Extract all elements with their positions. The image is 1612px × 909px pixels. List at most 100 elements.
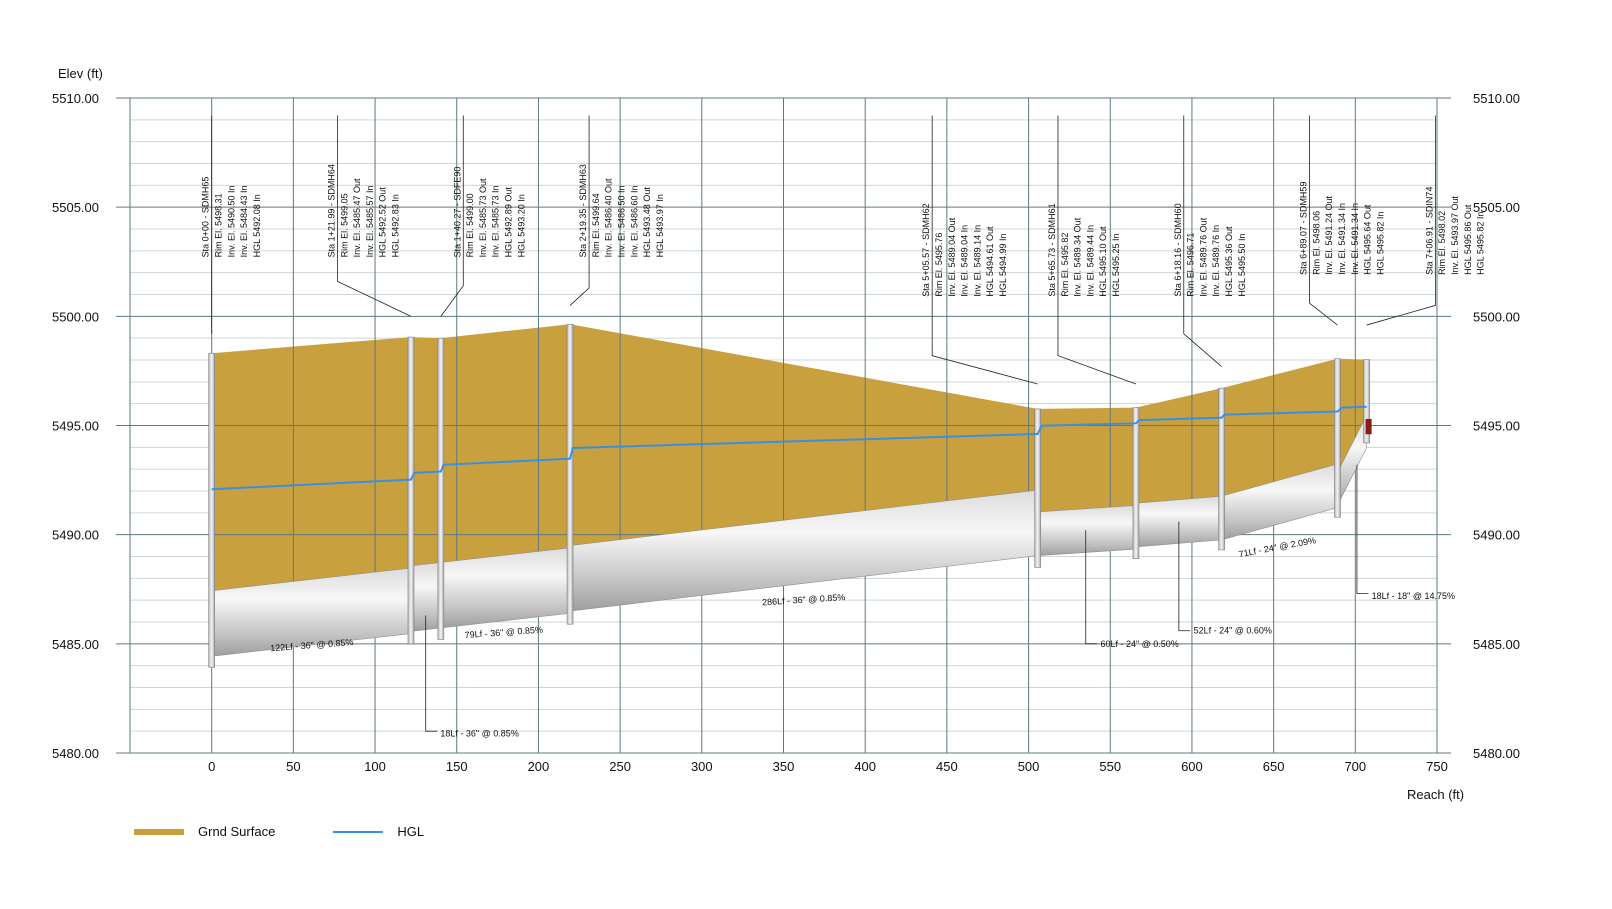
pipes-layer (211, 415, 1367, 657)
manhole-structure (407, 336, 415, 645)
pipe-label: 79Lf - 36" @ 0.85% (464, 625, 543, 640)
structure-annotation-line: Inv. El. 5489.44 In (1085, 225, 1095, 297)
structure-annotation-line: Rim El. 5498.06 (1311, 211, 1321, 275)
structure-annotation-line: Inv. El. 5484.43 In (239, 185, 249, 257)
y-tick-label-right: 5490.00 (1473, 528, 1520, 543)
structure-leader (1057, 115, 1137, 385)
y-tick-label-left: 5505.00 (52, 200, 99, 215)
y-tick-label-right: 5500.00 (1473, 309, 1520, 324)
legend-item-hgl: HGL (333, 824, 424, 839)
structure-annotation-line: Sta 1+40.27 - SDFE90 (452, 167, 462, 258)
structure-annotation-line: HGL 5492.83 In (390, 194, 400, 257)
structure-annotation-line: HGL 5494.61 Out (985, 226, 995, 297)
x-tick-label: 350 (773, 759, 795, 774)
structure-annotation-line: HGL 5495.86 Out (1463, 204, 1473, 275)
structure-annotation-line: Sta 5+05.57 - SDMH62 (921, 203, 931, 296)
structure-leader (931, 115, 1038, 385)
structure-annotation-line: Sta 6+18.16 - SDMH60 (1173, 203, 1183, 296)
structure-annotation-line: Inv. El. 5491.34 In (1350, 203, 1360, 275)
structure-annotation-line: HGL 5493.48 Out (642, 187, 652, 258)
structure-leader (569, 115, 590, 306)
x-tick-label: 50 (286, 759, 300, 774)
structure-annotation-line: Inv. El. 5491.24 Out (1324, 195, 1334, 274)
pipe-segment (1037, 505, 1137, 556)
x-tick-label: 250 (609, 759, 631, 774)
pipe-label-leader (1085, 530, 1098, 645)
pipe-label-leader (425, 615, 438, 732)
structure-leader (1183, 115, 1222, 367)
hgl-line (211, 405, 1367, 491)
legend-item-ground: Grnd Surface (134, 824, 275, 839)
x-tick-label: 500 (1018, 759, 1040, 774)
legend-swatch-ground (134, 828, 184, 835)
legend: Grnd Surface HGL (134, 824, 482, 839)
structure-leader (1366, 115, 1436, 326)
ground-surface-area (211, 324, 1367, 591)
structure-annotation-line: HGL 5492.52 Out (378, 187, 388, 258)
structure-annotation-line: Inv. El. 5486.50 In (616, 185, 626, 257)
structure-annotation-line: HGL 5495.82 In (1476, 212, 1486, 275)
structure-annotation-line: Inv. El. 5490.50 In (226, 185, 236, 257)
structure-annotation-line: Sta 7+06.91 - SDIN74 (1424, 187, 1434, 275)
structure-leader (440, 115, 464, 317)
structure-annotation-line: Inv. El. 5489.04 In (960, 225, 970, 297)
pipe-label-leader (1356, 464, 1369, 595)
x-tick-label: 700 (1344, 759, 1366, 774)
structure-annotation-line: Inv. El. 5485.47 Out (352, 178, 362, 257)
y-tick-label-right: 5510.00 (1473, 91, 1520, 106)
x-tick-label: 300 (691, 759, 713, 774)
manhole-structure (1363, 359, 1370, 444)
structure-annotation-line: Inv. El. 5485.73 Out (478, 178, 488, 257)
x-tick-label: 600 (1181, 759, 1203, 774)
y-tick-label-left: 5510.00 (52, 91, 99, 106)
structures-layer (208, 323, 1372, 668)
structure-annotation-line: Inv. El. 5493.97 Out (1450, 195, 1460, 274)
y-tick-label-right: 5485.00 (1473, 637, 1520, 652)
y-tick-label-left: 5490.00 (52, 528, 99, 543)
structure-annotation-line: Sta 2+19.35 - SDMH63 (578, 164, 588, 257)
y-tick-label-right: 5495.00 (1473, 419, 1520, 434)
ground-surface-layer (211, 324, 1367, 591)
y-tick-label-right: 5505.00 (1473, 200, 1520, 215)
x-tick-label: 200 (528, 759, 550, 774)
structure-annotation-line: Rim El. 5499.64 (591, 193, 601, 257)
structure-annotation-line: HGL 5495.10 Out (1098, 226, 1108, 297)
structure-annotation-line: HGL 5492.08 In (252, 194, 262, 257)
structure-leader (337, 115, 412, 317)
manhole-structure (1334, 358, 1341, 518)
structure-leader (1309, 115, 1338, 326)
structure-annotation-line: Inv. El. 5489.76 In (1211, 225, 1221, 297)
x-tick-label: 450 (936, 759, 958, 774)
pipe-label: 71Lf - 24" @ 2.09% (1238, 535, 1317, 559)
x-tick-label: 550 (1099, 759, 1121, 774)
structure-annotation-line: HGL 5495.25 In (1111, 233, 1121, 296)
structure-annotation-line: Inv. El. 5486.40 Out (604, 178, 614, 257)
structure-annotation-line: HGL 5495.50 In (1237, 233, 1247, 296)
x-tick-label: 750 (1426, 759, 1448, 774)
structure-annotation-line: HGL 5495.36 Out (1224, 226, 1234, 297)
manhole-structure (1132, 407, 1140, 559)
y-tick-label-left: 5495.00 (52, 419, 99, 434)
hgl-layer (211, 405, 1367, 491)
structure-annotation-line: Rim El. 5499.05 (339, 193, 349, 257)
structure-annotation-line: Inv. El. 5491.34 In (1337, 203, 1347, 275)
structure-annotation-line: Rim El. 5498.31 (213, 193, 223, 257)
tick-labels-layer: 0 50 100 150 200 250 300 350 400 450 500 550 600 650 7… (52, 91, 1520, 774)
x-axis-title: Reach (ft) (1407, 787, 1464, 802)
x-tick-label: 650 (1263, 759, 1285, 774)
structure-annotation-line: HGL 5494.99 In (998, 233, 1008, 296)
manhole-structure (566, 323, 574, 625)
x-tick-label: 0 (208, 759, 215, 774)
manhole-structure (437, 337, 445, 640)
structure-annotation-line: Sta 0+00 - SDMH65 (201, 177, 211, 258)
structure-annotation-line: Sta 6+89.07 - SDMH59 (1299, 182, 1309, 275)
y-tick-label-left: 5500.00 (52, 309, 99, 324)
structure-annotation-line: Inv. El. 5485.57 In (365, 185, 375, 257)
structure-annotation-line: Sta 1+21.99 - SDMH64 (326, 164, 336, 257)
annotations-layer: Sta 0+00 - SDMH65 Rim El. 5498.31 Inv. El.… (201, 164, 1486, 297)
manhole-structure (1218, 387, 1225, 551)
structure-annotation-line: HGL 5493.97 In (655, 194, 665, 257)
pipe-label: 60Lf - 24" @ 0.50% (1100, 639, 1178, 649)
legend-label-ground: Grnd Surface (198, 824, 276, 839)
